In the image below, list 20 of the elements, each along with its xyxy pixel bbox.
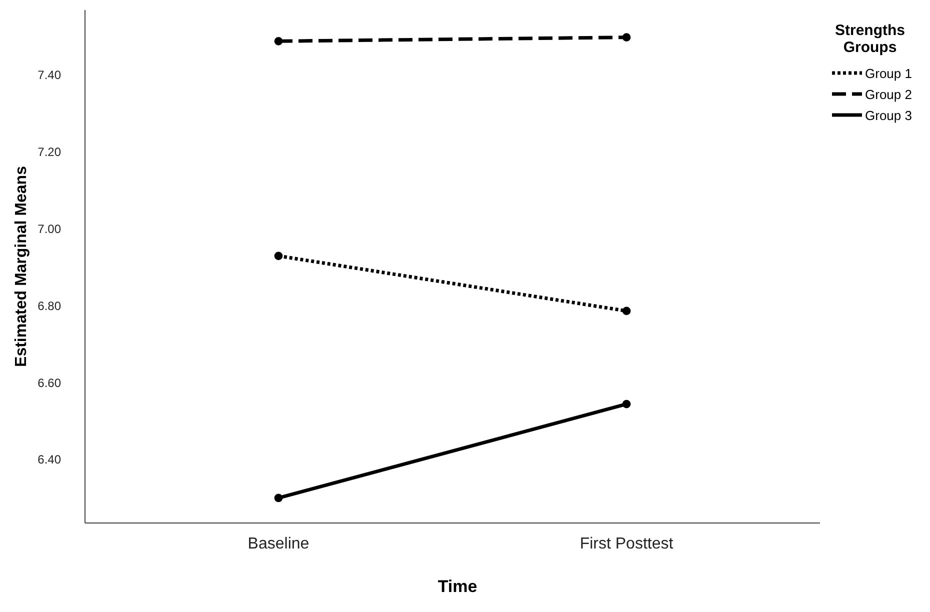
legend-label: Group 2 <box>865 87 912 102</box>
point <box>274 494 283 502</box>
y-tick-label: 6.60 <box>38 376 62 390</box>
x-tick-label: Baseline <box>248 535 310 552</box>
y-tick-label: 7.00 <box>38 222 62 236</box>
point <box>274 36 283 46</box>
legend-label: Group 3 <box>865 108 912 123</box>
point <box>622 33 631 42</box>
y-tick-label: 6.80 <box>38 298 62 313</box>
x-axis-title: Time <box>438 577 478 596</box>
legend-label: Group 1 <box>865 66 912 81</box>
point <box>622 306 631 316</box>
y-tick-label: 7.20 <box>38 144 62 159</box>
y-axis-title: Estimated Marginal Means <box>13 166 30 367</box>
x-tick-label: First Posttest <box>580 535 674 552</box>
y-tick-label: 6.40 <box>38 452 62 467</box>
point <box>274 252 283 260</box>
y-tick-label: 7.40 <box>38 68 62 82</box>
point <box>622 400 631 408</box>
legend-title: Strengths Groups <box>834 22 906 56</box>
